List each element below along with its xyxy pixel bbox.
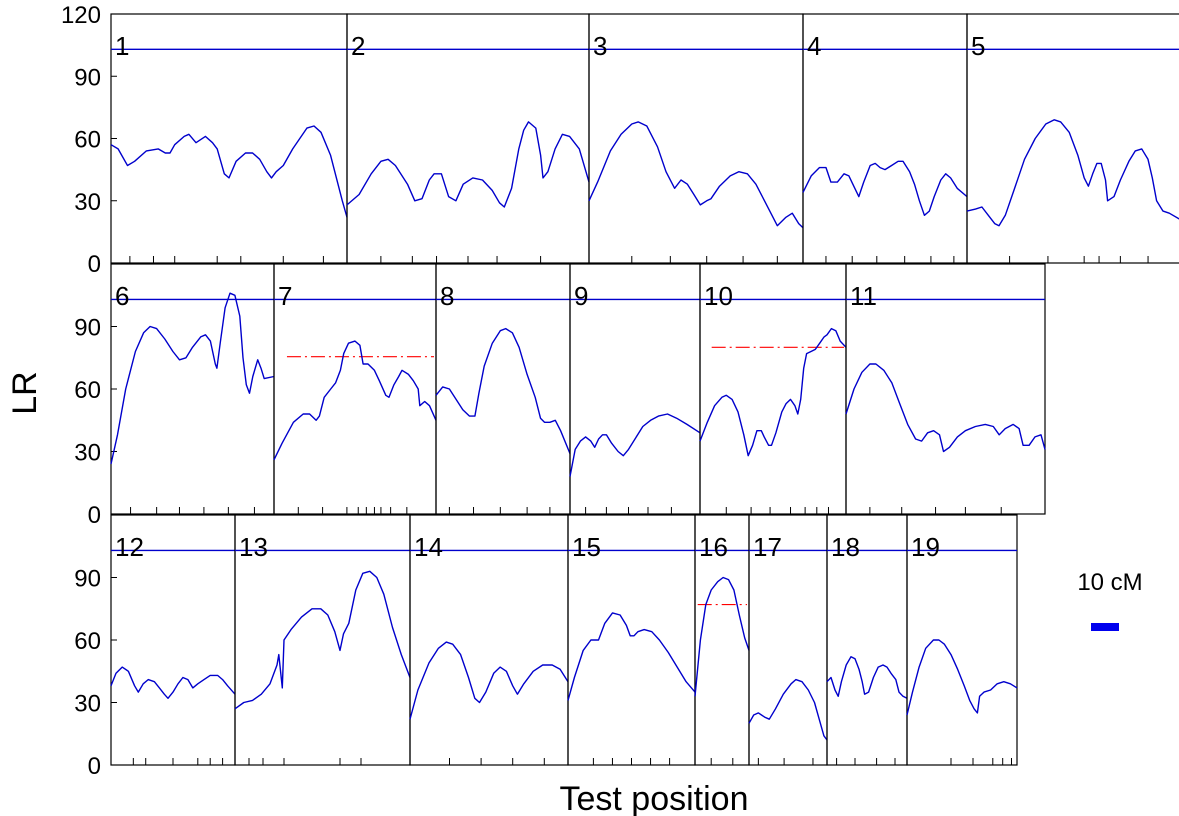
row-1: 0 30 60 90 120 1 2 3 4 5 <box>61 2 1179 278</box>
panel-label: 17 <box>753 532 782 562</box>
panel-frame <box>588 13 804 264</box>
panel-label: 3 <box>593 31 607 61</box>
lr-curve <box>694 576 750 697</box>
panel-label: 18 <box>831 532 860 562</box>
y-tick-label: 0 <box>88 753 101 780</box>
lr-curve <box>826 656 908 699</box>
lr-curve <box>110 666 236 699</box>
panel-9: 9 <box>569 263 701 515</box>
y-axis-label: LR <box>6 371 44 414</box>
row-2: 0 30 60 90 6 7 8 9 10 11 <box>74 263 1046 529</box>
panel-14: 14 <box>409 514 569 766</box>
y-tick-label: 60 <box>74 127 101 154</box>
panel-label: 11 <box>850 281 877 311</box>
x-axis-label: Test position <box>560 780 749 816</box>
scale-bar-label: 10 cM <box>1077 569 1142 596</box>
y-tick-label: 0 <box>88 502 101 529</box>
panel-frame <box>346 13 590 264</box>
lr-curve <box>234 570 411 710</box>
panel-16: 16 <box>694 514 750 766</box>
panel-frame <box>435 263 571 515</box>
panel-3: 3 <box>588 13 804 264</box>
panel-frame <box>802 13 968 264</box>
panel-label: 10 <box>704 281 733 311</box>
panel-15: 15 <box>567 514 696 766</box>
panel-label: 4 <box>807 31 821 61</box>
panel-frame <box>110 263 275 515</box>
lr-curve <box>346 121 590 208</box>
y-tick-label: 30 <box>74 440 101 467</box>
panel-label: 6 <box>115 281 129 311</box>
y-tick-label: 120 <box>61 2 101 29</box>
panel-label: 8 <box>440 281 454 311</box>
panel-label: 12 <box>115 532 144 562</box>
scale-bar <box>1091 623 1119 631</box>
panel-7: 7 <box>273 263 437 515</box>
lr-curve <box>802 160 968 216</box>
panel-17: 17 <box>748 514 828 766</box>
panel-label: 9 <box>574 281 588 311</box>
panel-11: 11 <box>845 263 1046 515</box>
lr-curve <box>845 363 1046 453</box>
y-tick-label: 30 <box>74 691 101 718</box>
lr-curve <box>567 612 696 701</box>
panel-6: 6 <box>110 263 275 515</box>
panel-label: 14 <box>414 532 443 562</box>
panel-label: 16 <box>699 532 728 562</box>
panel-13: 13 <box>234 514 411 766</box>
panel-5: 5 <box>966 13 1179 264</box>
lr-curve <box>588 121 804 229</box>
panel-4: 4 <box>802 13 968 264</box>
lr-curve <box>409 641 569 720</box>
panel-2: 2 <box>346 13 590 264</box>
y-tick-label: 30 <box>74 189 101 216</box>
panel-label: 15 <box>572 532 601 562</box>
y-tick-label: 90 <box>74 315 101 342</box>
panel-frame <box>569 263 701 515</box>
panel-10: 10 <box>699 263 847 515</box>
lr-curve <box>966 119 1179 227</box>
panel-frame <box>273 263 437 515</box>
panel-label: 19 <box>911 532 940 562</box>
panel-label: 13 <box>239 532 268 562</box>
panel-label: 5 <box>971 31 985 61</box>
panel-label: 7 <box>278 281 292 311</box>
panel-frame <box>906 514 1018 766</box>
lr-curve <box>699 327 847 457</box>
panel-19: 19 <box>906 514 1018 766</box>
panel-label: 2 <box>351 31 365 61</box>
panel-label: 1 <box>115 31 129 61</box>
lr-curve <box>273 340 437 461</box>
y-tick-label: 90 <box>74 64 101 91</box>
lr-curve <box>110 125 348 218</box>
row-3: 0 30 60 90 12 13 14 15 16 17 18 19 <box>74 514 1018 780</box>
panel-frame <box>966 13 1179 264</box>
lr-curve <box>748 678 828 741</box>
lr-curve <box>906 639 1018 716</box>
y-tick-label: 60 <box>74 377 101 404</box>
y-tick-label: 0 <box>88 251 101 278</box>
y-tick-label: 60 <box>74 628 101 655</box>
panel-12: 12 <box>110 514 236 766</box>
panel-8: 8 <box>435 263 571 515</box>
lr-curve <box>569 413 701 477</box>
panel-frame <box>110 13 348 264</box>
panel-18: 18 <box>826 514 908 766</box>
lr-curve <box>435 327 571 454</box>
y-tick-label: 90 <box>74 566 101 593</box>
lr-curve <box>110 292 275 465</box>
panel-1: 1 <box>110 13 348 264</box>
panel-frame <box>845 263 1046 515</box>
